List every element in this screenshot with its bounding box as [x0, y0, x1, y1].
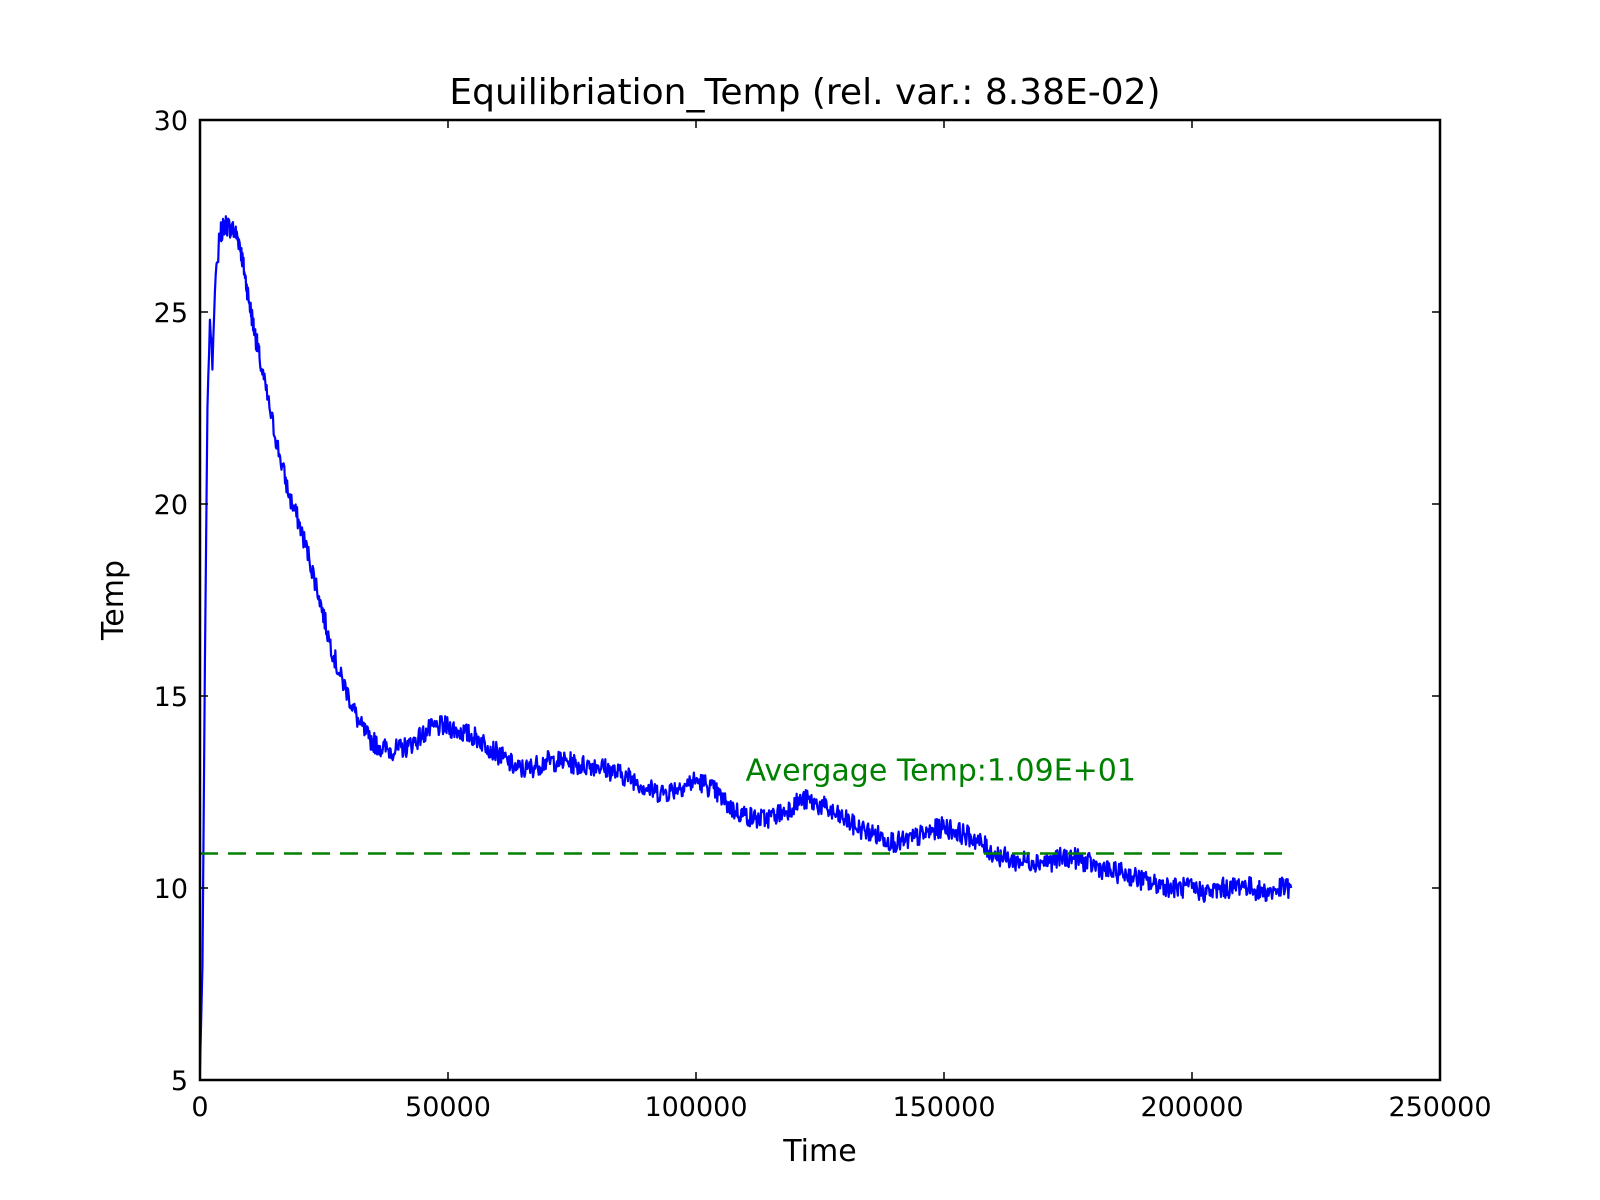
y-tick-label: 30 — [154, 106, 188, 137]
axis-ticks: 0 50000 100000 150000 200000 250000 5 10 15 20 25 3… — [154, 106, 1492, 1123]
x-tick-label: 150000 — [892, 1092, 995, 1123]
average-temp-annotation: Avergage Temp:1.09E+01 — [746, 753, 1136, 788]
y-axis-label: Temp — [96, 560, 131, 641]
chart-title: Equilibriation_Temp (rel. var.: 8.38E-02… — [449, 72, 1160, 113]
x-axis-label: Time — [782, 1134, 856, 1169]
x-tick-label: 0 — [191, 1092, 208, 1123]
x-tick-label: 100000 — [644, 1092, 747, 1123]
y-tick-label: 25 — [154, 298, 188, 329]
x-tick-label: 250000 — [1388, 1092, 1491, 1123]
y-tick-label: 20 — [154, 490, 188, 521]
y-tick-label: 15 — [154, 682, 188, 713]
x-tick-label: 50000 — [405, 1092, 491, 1123]
x-tick-label: 200000 — [1140, 1092, 1243, 1123]
temp-series-line — [198, 215, 1293, 1069]
plot-area: Avergage Temp:1.09E+01 — [198, 215, 1293, 1069]
y-tick-label: 5 — [171, 1066, 188, 1097]
plot-frame — [198, 118, 1442, 1082]
y-tick-label: 10 — [154, 874, 188, 905]
